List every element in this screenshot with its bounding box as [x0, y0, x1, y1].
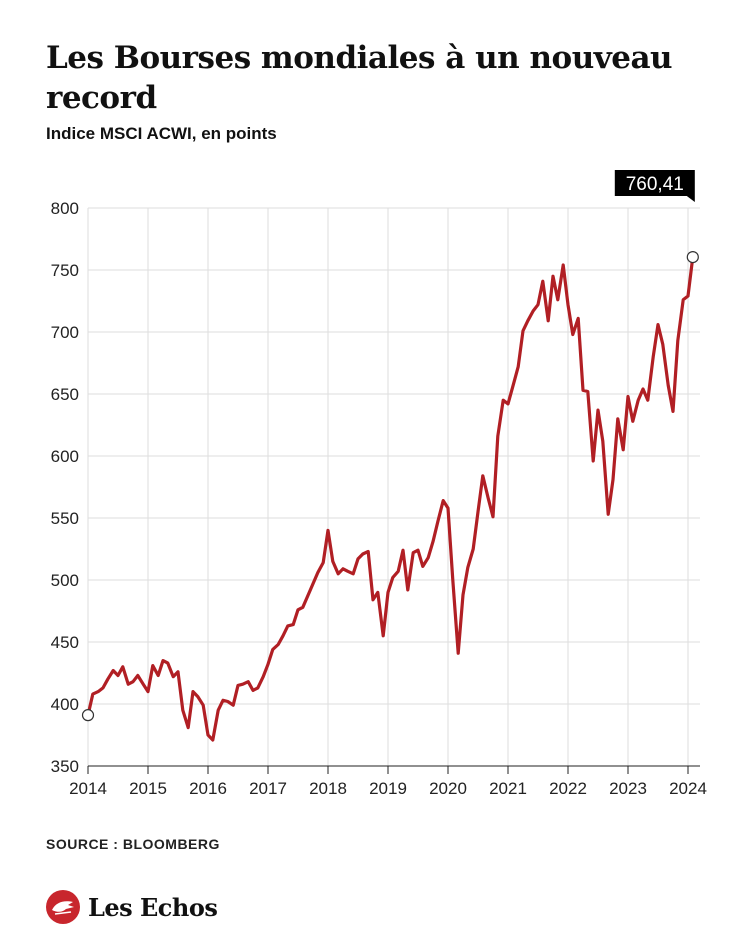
x-tick-label: 2015 — [129, 779, 167, 798]
brand-name: Les Echos — [88, 892, 218, 922]
brand-logo[interactable]: Les Echos — [46, 890, 218, 924]
x-tick-label: 2018 — [309, 779, 347, 798]
y-tick-label: 500 — [51, 571, 79, 590]
x-tick-label: 2016 — [189, 779, 227, 798]
x-tick-label: 2021 — [489, 779, 527, 798]
chart-annotation: 760,41 — [614, 170, 695, 202]
y-tick-label: 750 — [51, 261, 79, 280]
y-tick-label: 350 — [51, 757, 79, 776]
y-tick-label: 700 — [51, 323, 79, 342]
y-tick-label: 600 — [51, 447, 79, 466]
value-label: 760,41 — [626, 174, 684, 195]
source-note: SOURCE : BLOOMBERG — [46, 836, 220, 852]
chart-title: Les Bourses mondiales à un nouveau recor… — [46, 40, 673, 116]
x-tick-label: 2017 — [249, 779, 287, 798]
start-point-marker — [81, 709, 95, 722]
chart-grid — [87, 207, 700, 767]
x-tick-label: 2024 — [669, 779, 707, 798]
y-tick-label: 450 — [51, 633, 79, 652]
value-label-pointer — [686, 196, 695, 202]
x-tick-label: 2014 — [69, 779, 107, 798]
end-point-marker — [686, 250, 699, 264]
series-line — [86, 255, 695, 742]
y-tick-label: 650 — [51, 385, 79, 404]
chart-subtitle: Indice MSCI ACWI, en points — [46, 124, 277, 143]
x-axis: 2014 2015 2016 2017 2018 2019 2020 2021 2022 2023… — [69, 765, 707, 798]
y-tick-label: 550 — [51, 509, 79, 528]
les-echos-logo-icon — [46, 890, 80, 924]
value-label-box — [614, 170, 695, 196]
x-tick-label: 2022 — [549, 779, 587, 798]
y-tick-label: 400 — [51, 695, 79, 714]
chart-series — [81, 250, 699, 742]
y-axis-tick-labels: 350 400 450 500 550 600 650 700 750 800 — [51, 199, 79, 776]
x-tick-label: 2020 — [429, 779, 467, 798]
x-tick-label: 2019 — [369, 779, 407, 798]
x-tick-label: 2023 — [609, 779, 647, 798]
y-tick-label: 800 — [51, 199, 79, 218]
